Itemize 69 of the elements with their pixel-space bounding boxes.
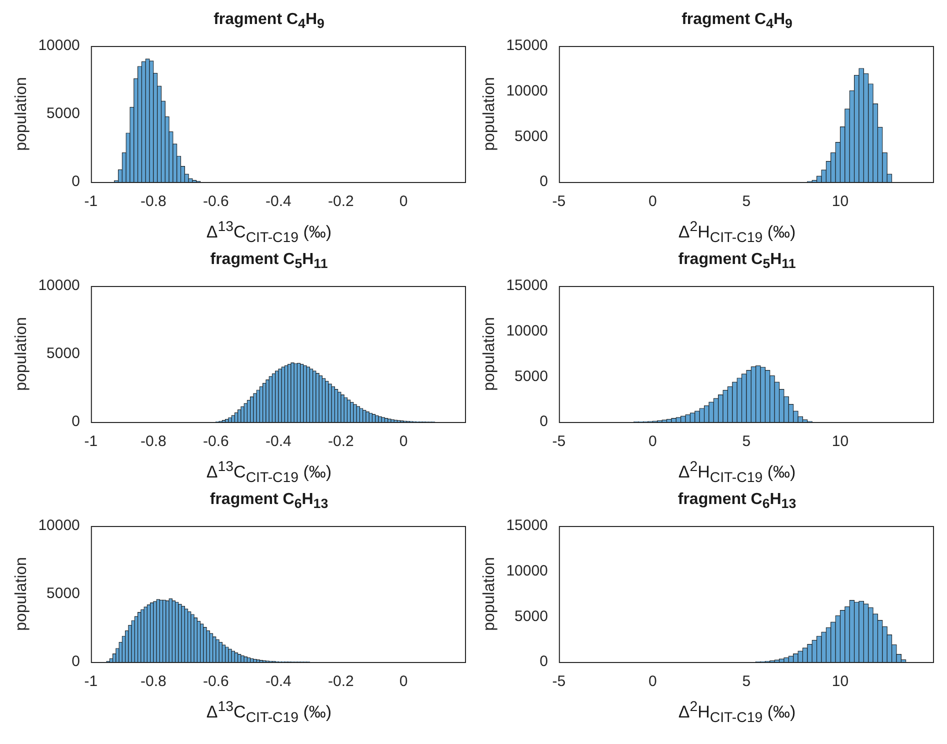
- x-tick-label: -0.4: [266, 433, 292, 450]
- x-tick-label: -0.6: [203, 433, 229, 450]
- x-tick-label: 0: [399, 673, 408, 690]
- y-tick-label: 0: [540, 173, 548, 190]
- x-tick-label: -0.8: [140, 673, 166, 690]
- chart-title: fragment C$_{5}$H$_{11}$: [209, 250, 329, 274]
- x-tick-label: -0.2: [328, 433, 354, 450]
- chart-title: fragment C$_{4}$H$_{9}$: [212, 10, 326, 34]
- y-tick-label: 5000: [46, 585, 80, 602]
- chart-title: fragment C$_{5}$H$_{11}$: [677, 250, 797, 274]
- x-axis-title: Δ$^{13}$C$_{CIT-C19}$ (‰): [205, 698, 333, 726]
- x-tick-label: 5: [742, 673, 751, 690]
- y-tick-label: 10000: [38, 37, 80, 54]
- x-tick-label: 0: [399, 193, 408, 210]
- x-tick-label: -1: [84, 193, 98, 210]
- y-axis-title: population: [481, 557, 498, 631]
- x-tick-label: -0.2: [328, 193, 354, 210]
- y-tick-label: 10000: [38, 517, 80, 534]
- x-axis-title: Δ$^{2}$H$_{CIT-C19}$ (‰): [677, 698, 797, 726]
- y-tick-label: 5000: [46, 345, 80, 362]
- x-tick-label: -5: [552, 433, 566, 450]
- x-tick-label: -0.6: [203, 193, 229, 210]
- y-tick-label: 0: [72, 173, 80, 190]
- y-tick-label: 10000: [506, 562, 548, 580]
- y-tick-label: 15000: [506, 277, 548, 294]
- x-axis-title: Δ$^{13}$C$_{CIT-C19}$ (‰): [205, 218, 333, 246]
- x-axis-title: Δ$^{13}$C$_{CIT-C19}$ (‰): [205, 458, 333, 486]
- x-tick-label: -1: [84, 673, 98, 690]
- x-tick-label: 5: [742, 193, 751, 210]
- x-tick-label: -5: [552, 673, 566, 690]
- x-tick-label: -1: [84, 433, 98, 450]
- y-tick-label: 15000: [506, 517, 548, 534]
- y-tick-label: 5000: [514, 608, 548, 625]
- y-tick-label: 0: [540, 413, 548, 430]
- y-tick-label: 10000: [506, 82, 548, 100]
- y-tick-label: 5000: [46, 105, 80, 122]
- y-tick-label: 0: [72, 653, 80, 670]
- x-axis-title: Δ$^{2}$H$_{CIT-C19}$ (‰): [677, 218, 797, 246]
- x-tick-label: 5: [742, 433, 751, 450]
- x-tick-label: -0.4: [266, 673, 292, 690]
- x-tick-label: -0.4: [266, 193, 292, 210]
- y-tick-label: 5000: [514, 128, 548, 145]
- y-tick-label: 15000: [506, 37, 548, 54]
- y-tick-label: 10000: [38, 277, 80, 294]
- y-axis-title: population: [13, 317, 30, 391]
- x-tick-label: 10: [832, 673, 849, 690]
- x-tick-label: 0: [648, 673, 657, 690]
- x-tick-label: -5: [552, 193, 566, 210]
- x-tick-label: 10: [832, 433, 849, 450]
- y-axis-title: population: [13, 557, 30, 631]
- y-axis-title: population: [481, 77, 498, 151]
- chart-title: fragment C$_{6}$H$_{13}$: [208, 490, 330, 514]
- y-tick-label: 10000: [506, 322, 548, 340]
- y-axis-title: population: [13, 77, 30, 151]
- x-tick-label: 0: [648, 433, 657, 450]
- x-tick-label: 0: [399, 433, 408, 450]
- x-axis-title: Δ$^{2}$H$_{CIT-C19}$ (‰): [677, 458, 797, 486]
- y-tick-label: 0: [540, 653, 548, 670]
- y-tick-label: 5000: [514, 368, 548, 385]
- chart-title: fragment C$_{6}$H$_{13}$: [676, 490, 798, 514]
- x-tick-label: 0: [648, 193, 657, 210]
- y-axis-title: population: [481, 317, 498, 391]
- x-tick-label: -0.8: [140, 193, 166, 210]
- y-tick-label: 0: [72, 413, 80, 430]
- x-tick-label: -0.8: [140, 433, 166, 450]
- chart-title: fragment C$_{4}$H$_{9}$: [680, 10, 794, 34]
- x-tick-label: -0.2: [328, 673, 354, 690]
- x-tick-label: 10: [832, 193, 849, 210]
- x-tick-label: -0.6: [203, 673, 229, 690]
